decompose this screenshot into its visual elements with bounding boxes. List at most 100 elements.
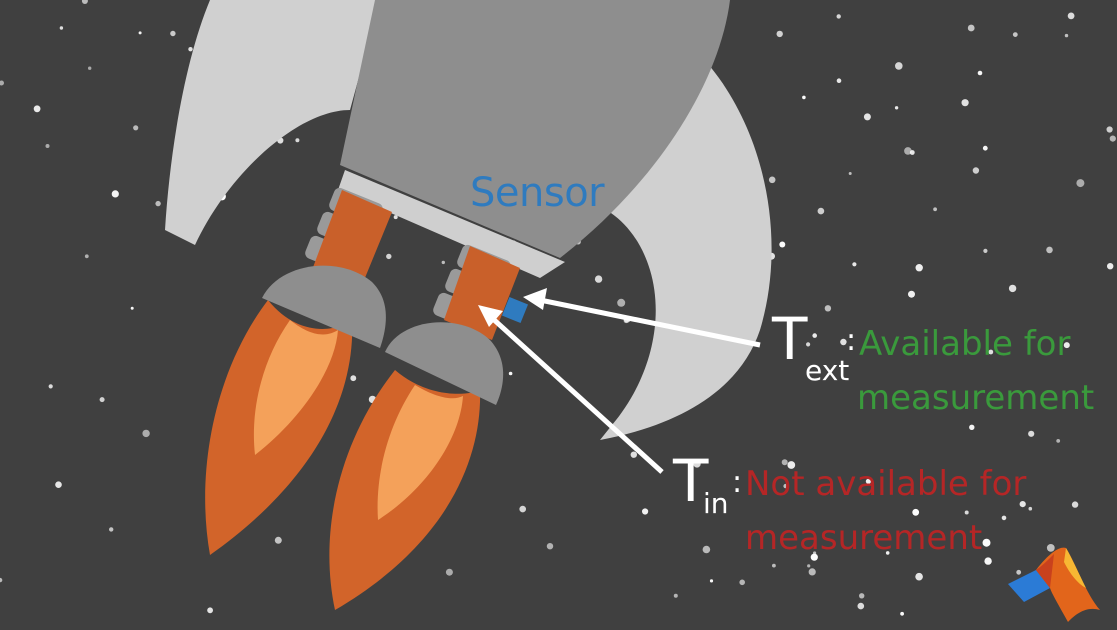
- star: [33, 105, 41, 113]
- t-in-status-line2: measurement: [745, 518, 983, 558]
- t-in-arrow: [478, 305, 664, 474]
- star: [709, 579, 714, 583]
- star: [848, 172, 852, 175]
- t-in-separator: :: [732, 465, 743, 500]
- star: [807, 564, 811, 568]
- star: [977, 70, 983, 76]
- star: [781, 459, 788, 466]
- star: [393, 215, 398, 220]
- star: [138, 31, 142, 35]
- star: [863, 113, 871, 121]
- right-engine-dome: [385, 322, 504, 405]
- star: [840, 338, 847, 346]
- star: [99, 397, 105, 403]
- t-ext-symbol: T: [772, 305, 808, 373]
- star: [895, 62, 903, 70]
- star: [441, 260, 445, 265]
- star: [1028, 506, 1033, 511]
- star: [508, 371, 513, 376]
- star: [808, 568, 816, 576]
- star: [1109, 135, 1116, 142]
- star: [1001, 515, 1007, 521]
- t-ext-status-line1: Available for: [859, 324, 1071, 364]
- star: [983, 248, 988, 253]
- star: [693, 460, 701, 468]
- sensor-square: [501, 296, 529, 324]
- t-ext-status-line2: measurement: [857, 378, 1095, 418]
- star: [111, 190, 119, 198]
- star: [812, 333, 817, 338]
- star: [1076, 179, 1085, 188]
- star: [915, 572, 923, 581]
- star: [45, 144, 50, 148]
- star: [1046, 246, 1053, 254]
- star: [836, 14, 841, 19]
- star: [546, 543, 554, 550]
- star: [857, 602, 865, 610]
- star: [1064, 33, 1069, 38]
- star: [702, 545, 711, 554]
- star: [594, 275, 603, 283]
- star: [617, 298, 626, 307]
- left-flame-inner: [253, 320, 338, 455]
- star: [350, 375, 357, 382]
- star: [904, 147, 912, 155]
- star: [779, 241, 786, 248]
- star: [933, 207, 937, 212]
- star: [972, 167, 980, 174]
- star: [445, 568, 453, 576]
- star: [1019, 501, 1026, 508]
- star: [109, 527, 114, 532]
- t-in-status-line1: Not available for: [745, 464, 1027, 504]
- star: [295, 138, 300, 143]
- star: [739, 579, 745, 586]
- star: [133, 125, 139, 131]
- rocket-body: [340, 0, 730, 258]
- star: [865, 478, 872, 484]
- star: [48, 384, 53, 389]
- star: [1008, 284, 1017, 293]
- star: [1046, 544, 1055, 552]
- star: [1028, 430, 1035, 437]
- star: [894, 106, 899, 110]
- star: [170, 30, 176, 37]
- star: [824, 305, 832, 312]
- star: [386, 253, 392, 260]
- star: [912, 508, 920, 516]
- left-engine-pipe: [312, 190, 392, 290]
- star: [988, 349, 994, 355]
- star: [783, 483, 788, 489]
- nozzle-ring: [338, 170, 565, 278]
- star: [967, 24, 975, 32]
- star: [772, 563, 776, 568]
- t-in-symbol: T: [673, 447, 709, 515]
- star: [806, 342, 811, 347]
- star: [274, 536, 282, 544]
- star: [59, 26, 64, 30]
- star: [0, 80, 4, 86]
- star: [982, 145, 988, 151]
- t-ext-subscript: ext: [805, 354, 850, 387]
- star: [1071, 501, 1079, 508]
- star: [1063, 342, 1070, 349]
- star: [142, 429, 150, 438]
- star: [810, 553, 818, 561]
- star: [817, 207, 825, 215]
- t-in-subscript: in: [703, 487, 729, 520]
- star: [915, 264, 923, 272]
- star: [900, 611, 904, 616]
- star: [776, 30, 783, 38]
- star: [1012, 32, 1018, 37]
- sensor-label: Sensor: [470, 170, 605, 216]
- star: [1067, 12, 1075, 20]
- star: [969, 424, 975, 430]
- star: [908, 290, 915, 298]
- star: [55, 481, 62, 489]
- star: [88, 66, 92, 70]
- star: [787, 461, 796, 469]
- right-flame-inner: [377, 385, 463, 520]
- star: [155, 200, 161, 207]
- star: [1016, 569, 1022, 575]
- star: [852, 262, 857, 267]
